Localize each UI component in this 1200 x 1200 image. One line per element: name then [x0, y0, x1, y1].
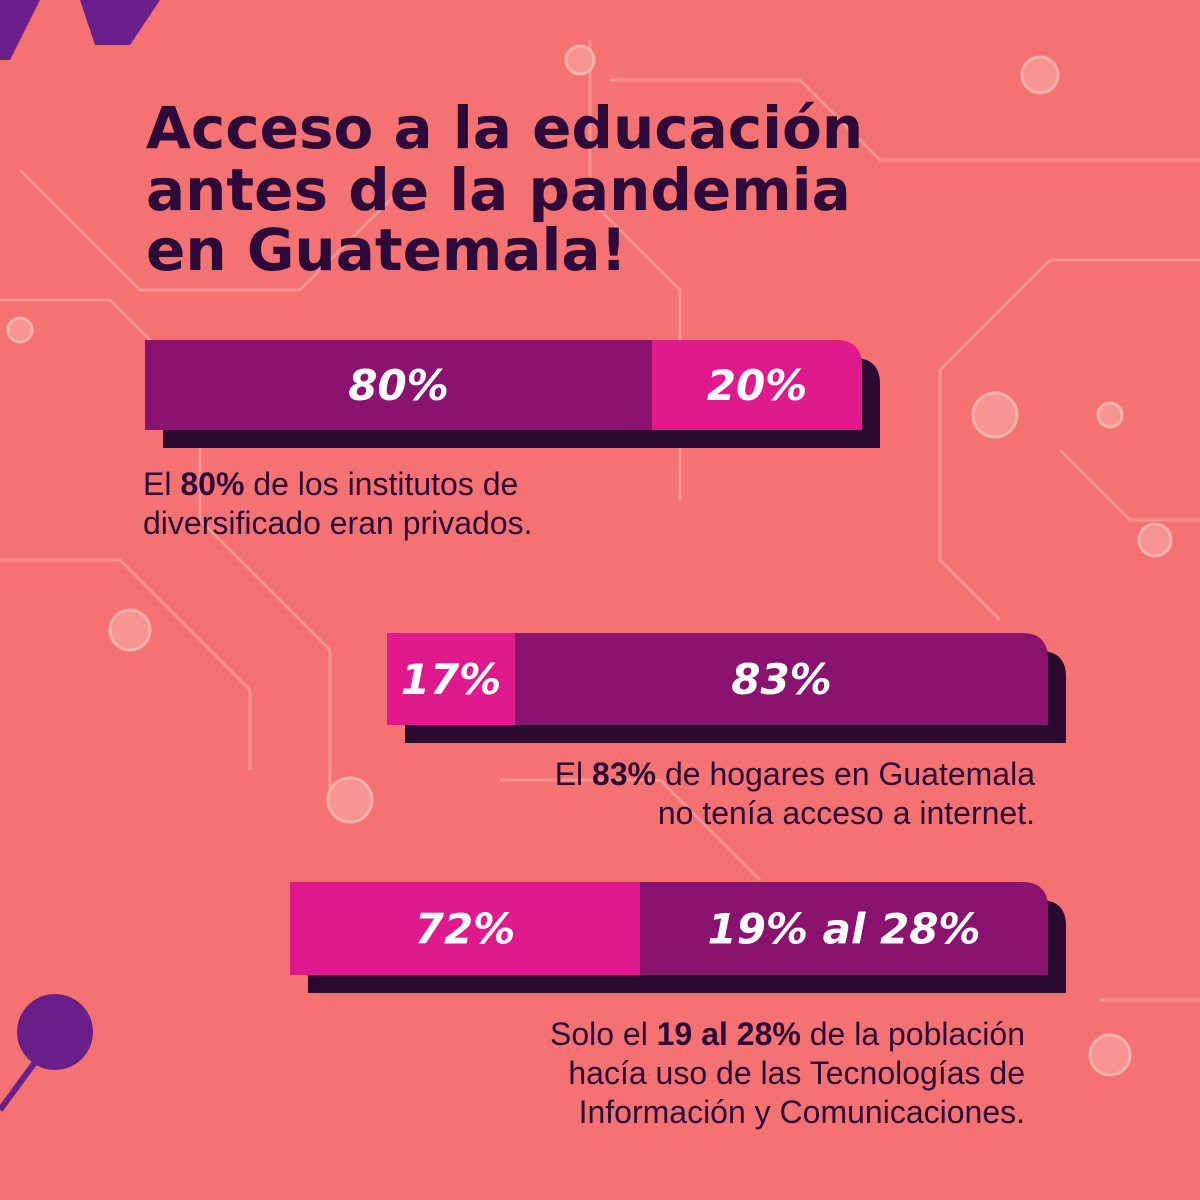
caption-run: 80%: [180, 466, 244, 502]
caption-run: hacía uso de las Tecnologías de: [568, 1055, 1025, 1091]
caption-run: Información y Comunicaciones.: [579, 1094, 1025, 1130]
title-line: antes de la pandemia: [146, 156, 851, 224]
bar-segment: [387, 633, 515, 725]
caption-run: Solo el: [550, 1016, 657, 1052]
bar: [387, 633, 1048, 725]
segment-label: 72%: [415, 905, 516, 954]
bar-segment: [290, 882, 640, 975]
caption-line: El 83% de hogares en Guatemala: [555, 756, 1036, 792]
segment-label: 19% al 28%: [707, 905, 980, 954]
caption-line: hacía uso de las Tecnologías de: [568, 1055, 1025, 1091]
segment-label: 80%: [348, 361, 449, 410]
caption-line: no tenía acceso a internet.: [658, 795, 1035, 831]
caption-run: 19 al 28%: [657, 1016, 801, 1052]
bar-segment: [145, 340, 652, 430]
logo-fragment: [0, 0, 160, 60]
segment-label: 17%: [401, 655, 502, 704]
caption-run: 83%: [592, 756, 656, 792]
title-line: Acceso a la educación: [146, 94, 863, 162]
title-line: en Guatemala!: [146, 216, 627, 284]
segment-label: 20%: [707, 361, 808, 410]
caption-line: diversificado eran privados.: [143, 505, 533, 541]
caption-run: El: [555, 756, 592, 792]
caption-run: de la población: [801, 1016, 1025, 1052]
segment-label: 83%: [731, 655, 832, 704]
caption-run: no tenía acceso a internet.: [658, 795, 1035, 831]
caption-run: diversificado eran privados.: [143, 505, 533, 541]
caption-run: de hogares en Guatemala: [656, 756, 1035, 792]
caption-run: El: [143, 466, 180, 502]
circuit-decoration: [0, 40, 1200, 1077]
caption-line: Solo el 19 al 28% de la población: [550, 1016, 1025, 1052]
caption-run: de los institutos de: [244, 466, 518, 502]
pin-head: [17, 994, 93, 1070]
caption-line: Información y Comunicaciones.: [579, 1094, 1025, 1130]
caption-line: El 80% de los institutos de: [143, 466, 518, 502]
